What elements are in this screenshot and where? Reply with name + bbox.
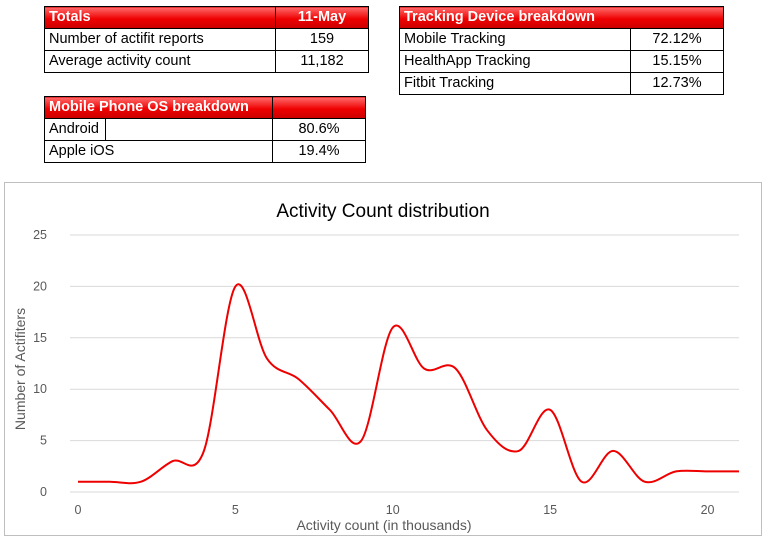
device-row-value[interactable]: 12.73% xyxy=(630,72,724,95)
totals-row-label[interactable]: Average activity count xyxy=(44,50,276,73)
device-row-label[interactable]: Fitbit Tracking xyxy=(399,72,631,95)
device-row-label[interactable]: HealthApp Tracking xyxy=(399,50,631,73)
os-breakdown-header[interactable]: Mobile Phone OS breakdown xyxy=(44,96,273,119)
y-tick-label: 5 xyxy=(40,434,47,448)
series-line xyxy=(77,283,739,485)
os-row-value[interactable]: 19.4% xyxy=(272,140,366,163)
totals-table: Totals 11-May Number of actifit reports … xyxy=(44,6,369,73)
x-tick-label: 10 xyxy=(386,503,400,517)
totals-header-date[interactable]: 11-May xyxy=(275,6,369,29)
activity-chart: Activity Count distribution 0 5 10 15 20 25 0 5… xyxy=(12,201,739,533)
y-tick-label: 20 xyxy=(33,279,47,293)
y-tick-label: 25 xyxy=(33,228,47,242)
x-tick-label: 0 xyxy=(75,503,82,517)
os-row-value[interactable]: 80.6% xyxy=(272,118,366,141)
y-axis-title: Number of Actifiters xyxy=(12,308,28,430)
totals-row-label[interactable]: Number of actifit reports xyxy=(44,28,276,51)
device-row-value[interactable]: 15.15% xyxy=(630,50,724,73)
device-breakdown-header[interactable]: Tracking Device breakdown xyxy=(399,6,724,29)
os-row-label[interactable]: Android xyxy=(44,118,106,141)
totals-row-value[interactable]: 11,182 xyxy=(275,50,369,73)
device-row-value[interactable]: 72.12% xyxy=(630,28,724,51)
device-row-label[interactable]: Mobile Tracking xyxy=(399,28,631,51)
x-axis-title: Activity count (in thousands) xyxy=(296,517,471,533)
x-tick-label: 5 xyxy=(232,503,239,517)
x-tick-label: 15 xyxy=(543,503,557,517)
y-tick-label: 15 xyxy=(33,331,47,345)
os-breakdown-table: Mobile Phone OS breakdown Android 80.6% … xyxy=(44,96,366,163)
totals-header-label[interactable]: Totals xyxy=(44,6,276,29)
chart-title: Activity Count distribution xyxy=(276,201,489,222)
os-empty-cell[interactable] xyxy=(105,118,273,141)
chart-area[interactable]: Activity Count distribution 0 5 10 15 20 25 0 5… xyxy=(4,182,762,536)
x-tick-label: 20 xyxy=(701,503,715,517)
totals-row-value[interactable]: 159 xyxy=(275,28,369,51)
y-tick-label: 0 xyxy=(40,485,47,499)
y-tick-label: 10 xyxy=(33,382,47,396)
device-breakdown-table: Tracking Device breakdown Mobile Trackin… xyxy=(399,6,724,95)
os-header-empty-cell[interactable] xyxy=(272,96,366,119)
os-row-label[interactable]: Apple iOS xyxy=(44,140,273,163)
